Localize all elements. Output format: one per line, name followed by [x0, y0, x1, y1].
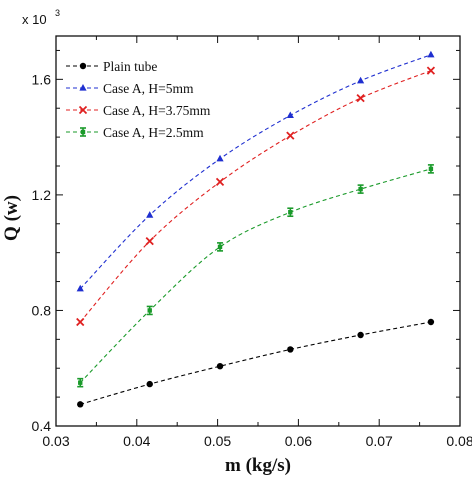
y-multiplier-base: x 10: [22, 12, 47, 27]
data-point-stroke: [356, 93, 365, 103]
data-point-stroke: [145, 236, 154, 246]
x-tick-label: 0.06: [285, 433, 312, 449]
legend-label: Case A, H=3.75mm: [103, 103, 211, 118]
x-tick-label: 0.04: [123, 433, 150, 449]
data-point-stroke: [76, 317, 85, 327]
series-case-a-h-2-5mm: [77, 164, 434, 388]
series-plain-tube: [77, 318, 435, 408]
y-multiplier-exponent: 3: [55, 8, 60, 18]
data-point-center: [78, 380, 83, 385]
data-point-center: [80, 129, 86, 135]
data-point-center: [217, 244, 223, 250]
data-point: [427, 318, 435, 326]
data-point: [427, 50, 435, 58]
data-point: [356, 93, 365, 103]
y-tick-label: 0.8: [32, 302, 52, 318]
y-tick-label: 1.6: [32, 71, 52, 87]
data-point: [145, 236, 154, 246]
data-point: [146, 211, 154, 218]
data-point: [217, 242, 224, 252]
data-point-stroke: [78, 105, 88, 115]
series-line: [79, 168, 432, 384]
data-point: [426, 66, 436, 75]
legend: Plain tube Case A, H=5mm Case A, H=3.75mm C…: [66, 59, 211, 140]
x-tick-label: 0.05: [204, 433, 231, 449]
data-point-center: [358, 186, 363, 192]
data-point: [79, 84, 87, 91]
data-point: [287, 207, 294, 218]
legend-item: Plain tube: [66, 59, 157, 74]
data-point-center: [288, 210, 293, 215]
y-axis-ticks: 0.4 0.8 1.2 1.6: [32, 49, 460, 434]
data-point: [215, 177, 225, 187]
data-point: [286, 131, 295, 140]
data-point-center: [428, 166, 434, 172]
data-point: [357, 184, 364, 194]
y-axis-title: Q (w): [1, 195, 22, 241]
data-point: [357, 331, 364, 339]
series-layer: [76, 50, 436, 408]
series-case-a-h-5mm: [76, 50, 435, 292]
x-tick-label: 0.07: [366, 433, 393, 449]
legend-item: Case A, H=5mm: [66, 81, 194, 96]
data-point-stroke: [286, 131, 295, 140]
data-point-stroke: [215, 177, 225, 187]
plot-frame: [55, 35, 461, 427]
data-point: [146, 380, 153, 388]
y-tick-label: 0.4: [32, 418, 52, 434]
series-line: [79, 54, 432, 290]
data-point: [76, 317, 85, 327]
data-point: [146, 305, 153, 316]
legend-item: Case A, H=3.75mm: [66, 103, 211, 118]
x-tick-label: 0.08: [446, 433, 472, 449]
series-line: [80, 321, 432, 405]
data-point: [79, 62, 87, 70]
x-axis-title: m (kg/s): [225, 455, 291, 476]
data-point: [216, 363, 224, 370]
data-point: [77, 377, 84, 388]
legend-label: Case A, H=5mm: [103, 81, 194, 96]
data-point: [427, 164, 434, 174]
series-case-a-h-3-75mm: [76, 66, 436, 327]
data-point: [80, 127, 86, 137]
data-point: [286, 111, 294, 119]
legend-label: Case A, H=2.5mm: [103, 125, 204, 140]
legend-label: Plain tube: [103, 59, 157, 74]
data-point-stroke: [426, 66, 436, 75]
x-axis-ticks: 0.03 0.04 0.05 0.06 0.07 0.08: [42, 36, 472, 449]
data-point: [78, 105, 88, 115]
data-point: [357, 76, 365, 84]
data-point: [287, 346, 294, 353]
data-point-center: [147, 308, 152, 313]
legend-item: Case A, H=2.5mm: [66, 125, 204, 140]
y-multiplier: x 10 3: [22, 8, 60, 27]
data-point: [77, 401, 84, 408]
y-tick-label: 1.2: [32, 187, 52, 203]
x-tick-label: 0.03: [42, 433, 69, 449]
data-point: [76, 284, 84, 292]
data-point: [216, 154, 224, 162]
